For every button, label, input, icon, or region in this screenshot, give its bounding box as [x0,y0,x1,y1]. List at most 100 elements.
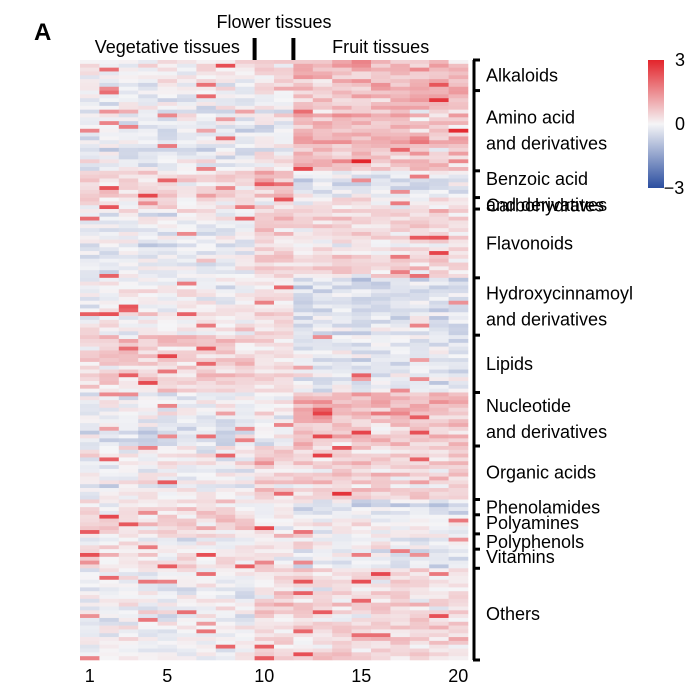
heatmap-cell [371,442,391,447]
heatmap-cell [409,419,430,424]
heatmap-cell [80,488,100,493]
heatmap-cell [332,308,352,313]
heatmap-cell [254,552,275,558]
heatmap-cell [99,533,120,539]
heatmap-cell [157,121,178,126]
heatmap-cell [409,518,430,523]
heatmap-cell [293,453,314,458]
heatmap-cell [390,472,411,477]
heatmap-cell [254,392,275,397]
heatmap-cell [235,262,255,267]
heatmap-cell [293,105,314,110]
heatmap-cell [274,285,294,290]
heatmap-cell [118,163,139,168]
heatmap-cell [390,476,411,481]
heatmap-cell [254,518,275,523]
heatmap-cell [312,132,333,137]
heatmap-cell [312,633,333,638]
heatmap-cell [312,388,333,393]
heatmap-cell [429,189,449,195]
heatmap-cell [274,656,294,661]
heatmap-cell [177,468,197,474]
heatmap-cell [390,598,411,603]
heatmap-cell [371,369,391,374]
heatmap-cell [215,243,236,248]
heatmap-cell [448,90,469,95]
heatmap-cell [215,438,236,443]
heatmap-cell [351,369,372,374]
heatmap-cell [177,338,197,344]
heatmap-cell [215,350,236,355]
heatmap-cell [429,121,449,126]
heatmap-cell [138,572,158,577]
heatmap-cell [196,537,217,542]
heatmap-cell [409,537,430,542]
heatmap-cell [312,346,333,351]
colorbar-tick-label: 0 [675,114,685,134]
heatmap-cell [371,266,391,271]
heatmap-cell [351,316,372,321]
heatmap-cell [177,220,197,225]
heatmap-cell [371,60,391,65]
heatmap-cell [138,392,158,397]
heatmap-cell [429,595,449,600]
heatmap-cell [99,407,120,412]
heatmap-cell [99,94,120,99]
heatmap-cell [332,239,352,244]
heatmap-cell [293,331,314,336]
heatmap-cell [215,602,236,607]
heatmap-cell [274,350,294,355]
heatmap-cell [157,335,178,340]
heatmap-cell [177,293,197,298]
heatmap-cell [293,293,314,298]
heatmap-cell [429,480,449,485]
heatmap-cell [371,216,391,221]
heatmap-cell [390,526,411,531]
heatmap-cell [293,507,314,512]
heatmap-cell [99,254,120,260]
heatmap-cell [254,652,275,657]
heatmap-cell [177,560,197,565]
heatmap-cell [429,644,449,649]
heatmap-cell [332,598,352,603]
heatmap-cell [196,572,217,577]
heatmap-cell [351,488,372,493]
heatmap-cell [138,151,158,156]
heatmap-cell [371,113,391,118]
heatmap-cell [254,648,275,653]
heatmap-cell [371,323,391,328]
heatmap-cell [118,453,139,458]
heatmap-cell [429,476,449,481]
heatmap-cell [118,491,139,496]
heatmap-cell [177,610,197,615]
heatmap-cell [448,373,469,378]
heatmap-cell [371,258,391,263]
heatmap-cell [312,342,333,347]
heatmap-cell [293,396,314,401]
heatmap-cell [157,625,178,630]
heatmap-cell [312,510,333,516]
heatmap-cell [312,289,333,294]
heatmap-cell [254,514,275,519]
heatmap-cell [332,377,352,382]
heatmap-cell [390,377,411,382]
heatmap-cell [196,335,217,340]
heatmap-cell [80,415,100,420]
heatmap-cell [138,90,158,95]
heatmap-cell [99,575,120,581]
heatmap-cell [351,327,372,332]
heatmap-cell [429,155,449,160]
heatmap-cell [351,640,372,646]
heatmap-cell [177,178,197,183]
heatmap-cell [448,465,469,470]
heatmap-cell [293,591,314,596]
heatmap-cell [215,335,236,340]
heatmap-cell [177,182,197,187]
heatmap-cell [332,209,352,214]
heatmap-cell [351,453,372,458]
heatmap-cell [99,197,120,202]
heatmap-cell [429,457,449,462]
heatmap-cell [293,231,314,237]
row-group-label: Amino acid [486,108,575,128]
heatmap-cell [138,216,158,221]
